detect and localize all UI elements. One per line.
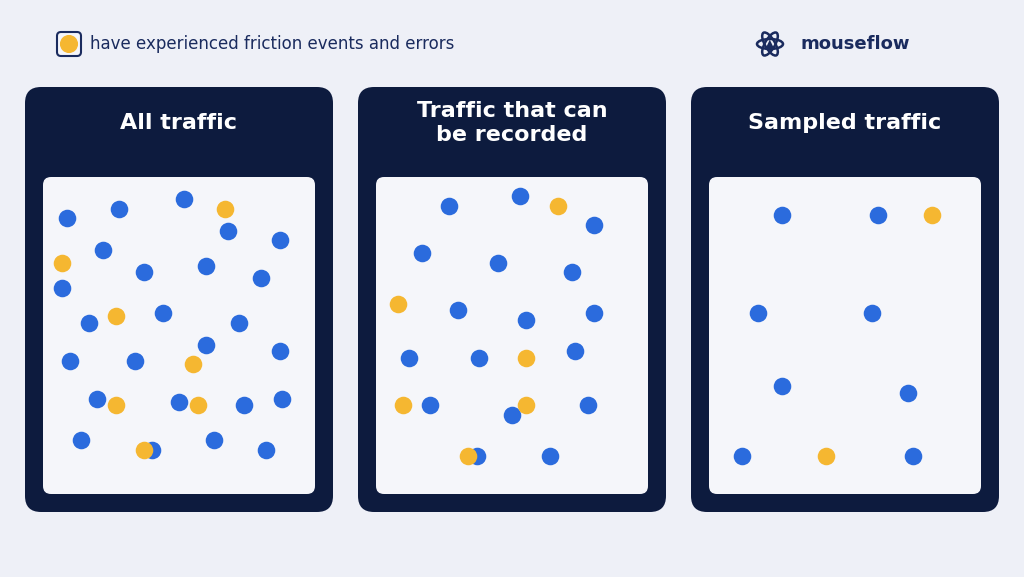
Text: Sampled traffic: Sampled traffic bbox=[749, 113, 942, 133]
FancyBboxPatch shape bbox=[57, 32, 81, 56]
Point bbox=[468, 451, 484, 460]
Point bbox=[774, 381, 791, 391]
Point bbox=[94, 245, 111, 254]
Point bbox=[230, 318, 247, 327]
Point bbox=[566, 347, 583, 356]
Point bbox=[109, 312, 125, 321]
Circle shape bbox=[60, 36, 78, 53]
Point bbox=[550, 201, 566, 210]
Point bbox=[422, 400, 438, 410]
Point bbox=[400, 353, 417, 362]
Point bbox=[586, 220, 602, 229]
Point bbox=[733, 451, 750, 460]
Text: mouseflow: mouseflow bbox=[800, 35, 909, 53]
Point bbox=[135, 268, 152, 277]
Point bbox=[143, 445, 160, 454]
Point bbox=[750, 309, 766, 318]
FancyBboxPatch shape bbox=[43, 177, 315, 494]
Point bbox=[389, 299, 406, 309]
Point bbox=[471, 353, 487, 362]
Point bbox=[899, 388, 915, 397]
FancyBboxPatch shape bbox=[358, 87, 666, 512]
Point bbox=[109, 400, 125, 410]
Point bbox=[54, 258, 71, 267]
Point bbox=[580, 400, 596, 410]
Point bbox=[450, 306, 466, 315]
Text: ▲: ▲ bbox=[765, 38, 775, 51]
Point bbox=[563, 268, 580, 277]
Point bbox=[54, 283, 71, 293]
Point bbox=[461, 451, 477, 460]
Text: Traffic that can
be recorded: Traffic that can be recorded bbox=[417, 100, 607, 145]
Point bbox=[271, 236, 288, 245]
FancyBboxPatch shape bbox=[709, 177, 981, 494]
Point bbox=[184, 359, 201, 369]
Point bbox=[217, 204, 233, 213]
Point bbox=[62, 356, 79, 365]
Point bbox=[127, 356, 143, 365]
Point bbox=[414, 249, 430, 258]
Point bbox=[774, 211, 791, 220]
Point bbox=[198, 340, 214, 350]
FancyBboxPatch shape bbox=[691, 87, 999, 512]
Point bbox=[586, 309, 602, 318]
FancyBboxPatch shape bbox=[376, 177, 648, 494]
Point bbox=[220, 226, 237, 235]
Point bbox=[206, 436, 222, 445]
FancyBboxPatch shape bbox=[25, 87, 333, 512]
Point bbox=[189, 400, 206, 410]
Point bbox=[73, 436, 89, 445]
Point bbox=[395, 400, 412, 410]
Point bbox=[237, 400, 253, 410]
Point bbox=[542, 451, 558, 460]
Point bbox=[258, 445, 274, 454]
Point bbox=[490, 258, 507, 267]
Point bbox=[81, 318, 97, 327]
Point bbox=[924, 211, 940, 220]
Point bbox=[89, 394, 105, 403]
Point bbox=[135, 445, 152, 454]
Point bbox=[441, 201, 458, 210]
Point bbox=[59, 213, 76, 223]
Text: All traffic: All traffic bbox=[121, 113, 238, 133]
Point bbox=[517, 400, 534, 410]
Point bbox=[869, 211, 886, 220]
Point bbox=[517, 315, 534, 324]
Point bbox=[252, 274, 268, 283]
Text: have experienced friction events and errors: have experienced friction events and err… bbox=[90, 35, 455, 53]
Point bbox=[512, 192, 528, 201]
Point bbox=[198, 261, 214, 271]
Point bbox=[155, 309, 171, 318]
Point bbox=[176, 194, 193, 204]
Point bbox=[864, 309, 881, 318]
Point bbox=[504, 410, 520, 419]
Point bbox=[517, 353, 534, 362]
Point bbox=[905, 451, 922, 460]
Point bbox=[274, 394, 291, 403]
Point bbox=[271, 347, 288, 356]
Point bbox=[111, 204, 127, 213]
Point bbox=[171, 398, 187, 407]
Point bbox=[818, 451, 835, 460]
